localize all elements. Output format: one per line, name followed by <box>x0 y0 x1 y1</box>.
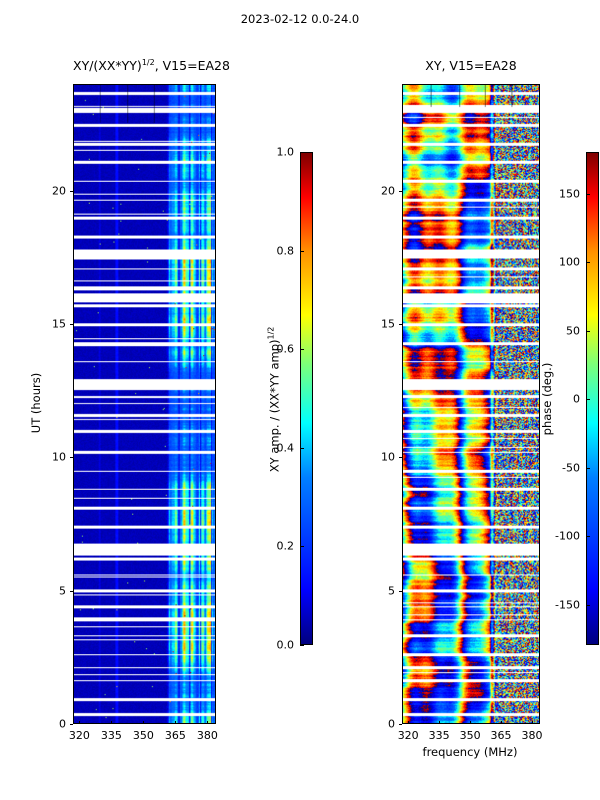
ytick-mark-10-left <box>69 457 73 459</box>
ytick-mark-15-left <box>69 324 73 325</box>
xtick-label-350-left: 350 <box>132 729 154 742</box>
phase-colorbar-label-main: phase (deg.) <box>540 362 554 436</box>
cbar-tickmark-50 <box>586 330 590 332</box>
cbar-tickmark-neg150 <box>586 604 590 606</box>
ytick-label-0-left: 0 <box>59 717 66 731</box>
xtick-label-350-right: 350 <box>459 729 481 742</box>
cbar-tick-1.0: 1.0 <box>276 145 295 159</box>
xtick-mark-335-left <box>111 720 113 724</box>
ytick-label-20-right: 20 <box>381 184 395 198</box>
cbar-tick-0: 0 <box>573 392 580 406</box>
cbar-tickmark-0.0 <box>300 645 304 646</box>
phase-image <box>403 85 539 723</box>
xtick-mark-365-right <box>501 720 502 724</box>
ytick-label-5-left: 5 <box>59 584 66 598</box>
cbar-tick-0.8: 0.8 <box>276 244 295 258</box>
xtick-label-335-left: 335 <box>100 729 122 742</box>
phase-heatmap[interactable] <box>402 84 540 724</box>
cbar-tickmark-0.6 <box>300 349 304 351</box>
yaxis-label-left: UT (hours) <box>29 372 43 434</box>
cbar-tickmark-150 <box>586 193 590 195</box>
xtick-label-320-left: 320 <box>68 729 90 742</box>
amplitude-colorbar-label: XY amp. / (XX*YY amp)1/2 <box>267 279 282 519</box>
panel-title-phase: XY, V15=EA28 <box>402 58 540 73</box>
phase-colorbar[interactable] <box>586 152 599 645</box>
cbar-tickmark-100 <box>586 262 590 264</box>
panel-title-phase-main: XY, V15=EA28 <box>425 58 517 73</box>
ytick-label-10-right: 10 <box>381 450 395 464</box>
cbar-tickmark-0.8 <box>300 250 304 252</box>
cbar-tick-0.0: 0.0 <box>276 638 295 652</box>
cbar-tick-neg100: -100 <box>555 529 580 543</box>
ytick-mark-0-right <box>398 724 402 725</box>
cbar-tickmark-0.4 <box>300 447 304 449</box>
cbar-tickmark-0.2 <box>300 546 304 548</box>
ytick-mark-5-left <box>69 590 73 592</box>
xtick-label-335-right: 335 <box>428 729 450 742</box>
ytick-mark-20-right <box>398 190 402 192</box>
ytick-mark-15-right <box>398 324 402 325</box>
cbar-tick-neg50: -50 <box>562 461 580 475</box>
xtick-mark-380-left <box>207 720 209 724</box>
ytick-mark-0-left <box>69 724 73 725</box>
xtick-mark-320-right <box>408 720 410 724</box>
amplitude-ratio-heatmap[interactable] <box>73 84 216 724</box>
xtick-label-380-right: 380 <box>521 729 543 742</box>
cbar-tick-0.2: 0.2 <box>276 539 295 553</box>
xtick-label-365-right: 365 <box>490 729 512 742</box>
amplitude-colorbar[interactable] <box>300 152 313 645</box>
xtick-label-380-left: 380 <box>196 729 218 742</box>
panel-title-amplitude: XY/(XX*YY)1/2, V15=EA28 <box>73 58 230 74</box>
cbar-tick-0.6: 0.6 <box>276 342 295 356</box>
xtick-mark-380-right <box>532 720 533 724</box>
xtick-label-320-right: 320 <box>397 729 419 742</box>
ytick-mark-10-right <box>398 457 402 459</box>
panel-title-amplitude-suffix: , V15=EA28 <box>154 58 230 74</box>
cbar-tick-0.4: 0.4 <box>276 441 295 455</box>
ytick-label-0-right: 0 <box>388 717 395 731</box>
amplitude-colorbar-label-main: XY amp. / (XX*YY amp) <box>267 339 282 473</box>
xaxis-label: frequency (MHz) <box>422 745 518 759</box>
xtick-mark-335-right <box>439 720 441 724</box>
ytick-label-5-right: 5 <box>388 584 395 598</box>
amplitude-colorbar-label-exponent: 1/2 <box>266 326 276 340</box>
figure-suptitle: 2023-02-12 0.0-24.0 <box>240 12 360 26</box>
cbar-tickmark-neg100 <box>586 536 590 538</box>
amplitude-ratio-image <box>74 85 215 723</box>
xtick-label-365-left: 365 <box>164 729 186 742</box>
xtick-mark-365-left <box>175 720 177 724</box>
cbar-tickmark-1.0 <box>300 152 304 153</box>
ytick-label-20-left: 20 <box>52 184 66 198</box>
cbar-tick-50: 50 <box>566 324 580 338</box>
cbar-tickmark-0 <box>586 399 590 401</box>
cbar-tick-150: 150 <box>559 187 580 201</box>
ytick-label-15-right: 15 <box>381 317 395 331</box>
cbar-tick-100: 100 <box>559 255 580 269</box>
ytick-mark-5-right <box>398 590 402 592</box>
panel-title-amplitude-exponent: 1/2 <box>141 58 155 67</box>
cbar-tickmark-neg50 <box>586 467 590 469</box>
panel-title-amplitude-main: XY/(XX*YY) <box>73 58 142 74</box>
phase-colorbar-label: phase (deg.) <box>540 329 554 469</box>
xtick-mark-350-right <box>470 720 472 724</box>
xtick-mark-320-left <box>79 720 81 724</box>
ytick-label-15-left: 15 <box>52 317 66 331</box>
ytick-mark-20-left <box>69 190 73 192</box>
xtick-mark-350-left <box>143 720 145 724</box>
ytick-label-10-left: 10 <box>52 450 66 464</box>
cbar-tick-neg150: -150 <box>555 598 580 612</box>
